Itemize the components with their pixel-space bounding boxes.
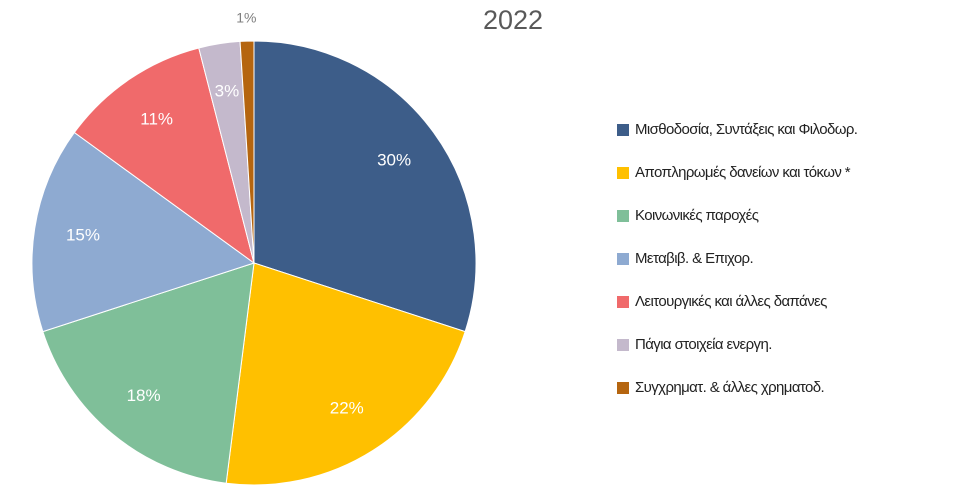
pie-slice — [239, 40, 255, 264]
legend-swatch — [617, 339, 629, 351]
legend-label: Συγχρηματ. & άλλες χρηματοδ. — [635, 379, 824, 396]
pie-slice — [31, 131, 256, 333]
legend-label: Μεταβιβ. & Επιχορ. — [635, 250, 753, 267]
legend-swatch — [617, 296, 629, 308]
data-label: 18% — [127, 386, 161, 405]
legend-swatch — [617, 124, 629, 136]
pie-slice — [42, 262, 255, 484]
legend-swatch — [617, 253, 629, 265]
legend-label: Κοινωνικές παροχές — [635, 207, 759, 224]
data-label: 11% — [140, 109, 173, 128]
pie-slice — [253, 40, 477, 333]
data-label: 22% — [330, 399, 364, 418]
legend-label: Αποπληρωμές δανείων και τόκων * — [635, 164, 851, 181]
legend-label: Μισθοδοσία, Συντάξεις και Φιλοδωρ. — [635, 121, 857, 138]
legend-swatch — [617, 210, 629, 222]
pie-slice — [225, 262, 466, 486]
data-label: 30% — [377, 151, 411, 170]
legend-swatch — [617, 382, 629, 394]
pie-slice — [73, 47, 255, 265]
data-label: 1% — [236, 10, 256, 26]
data-label: 15% — [66, 225, 100, 244]
legend-label: Πάγια στοιχεία ενεργη. — [635, 336, 772, 353]
chart-title: 2022 — [483, 5, 543, 35]
legend-label: Λειτουργικές και άλλες δαπάνες — [635, 293, 827, 310]
data-label: 3% — [215, 81, 240, 100]
legend-swatch — [617, 167, 629, 179]
